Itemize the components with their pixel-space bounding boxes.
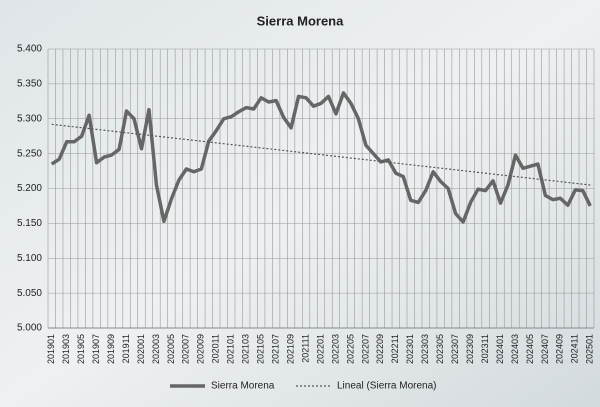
x-tick-label: 201911 [121, 334, 131, 363]
x-tick-label: 202307 [450, 334, 460, 364]
x-tick-label: 202003 [151, 334, 161, 364]
x-tick-label: 202101 [226, 334, 236, 364]
x-tick-label: 202203 [330, 334, 340, 364]
x-tick-label: 202401 [495, 334, 505, 364]
y-tick-label: 5.350 [17, 79, 42, 90]
y-tick-label: 5.150 [17, 218, 42, 229]
x-tick-label: 201903 [61, 334, 71, 364]
chart-title: Sierra Morena [257, 13, 344, 28]
x-tick-label: 202001 [136, 334, 146, 364]
x-tick-label: 202109 [285, 334, 295, 364]
x-tick-label: 202011 [211, 334, 221, 363]
y-tick-label: 5.000 [17, 323, 42, 334]
x-tick-label: 202409 [555, 334, 565, 364]
x-tick-label: 202005 [166, 334, 176, 364]
x-tick-label: 202105 [256, 334, 266, 364]
x-tick-label: 202205 [345, 334, 355, 364]
x-tick-label: 202309 [465, 334, 475, 364]
x-tick-label: 202201 [315, 334, 325, 364]
x-tick-label: 202501 [585, 334, 595, 364]
x-tick-label: 202405 [525, 334, 535, 364]
x-tick-label: 201905 [76, 334, 86, 364]
y-tick-label: 5.050 [17, 288, 42, 299]
y-tick-label: 5.200 [17, 183, 42, 194]
y-tick-label: 5.300 [17, 113, 42, 124]
x-tick-label: 202103 [241, 334, 251, 364]
x-tick-label: 202303 [420, 334, 430, 364]
x-tick-label: 202209 [375, 334, 385, 364]
x-tick-label: 202007 [181, 334, 191, 364]
x-tick-label: 202009 [196, 334, 206, 364]
x-tick-label: 201909 [106, 334, 116, 364]
x-tick-label: 202407 [540, 334, 550, 364]
x-tick-label: 202111 [300, 334, 310, 363]
x-tick-label: 201907 [91, 334, 101, 364]
x-tick-label: 202305 [435, 334, 445, 364]
y-tick-label: 5.250 [17, 148, 42, 159]
x-tick-label: 202107 [270, 334, 280, 364]
x-tick-label: 202207 [360, 334, 370, 364]
legend-label: Lineal (Sierra Morena) [337, 381, 437, 392]
x-tick-label: 202311 [480, 334, 490, 363]
x-tick-label: 202411 [570, 334, 580, 363]
x-tick-label: 202211 [390, 334, 400, 363]
legend-label: Sierra Morena [211, 381, 275, 392]
x-tick-label: 202403 [510, 334, 520, 364]
x-tick-label: 202301 [405, 334, 415, 364]
y-tick-label: 5.400 [17, 44, 42, 55]
x-tick-label: 201901 [46, 334, 56, 364]
data-line [50, 91, 592, 224]
y-tick-label: 5.100 [17, 253, 42, 264]
